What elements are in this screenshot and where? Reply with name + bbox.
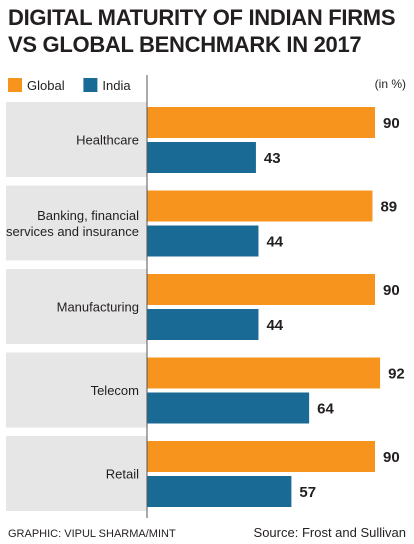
- bar-global-banking-financial-services-and-insurance: [147, 190, 373, 222]
- graphic-credit: GRAPHIC: VIPUL SHARMA/MINT: [8, 528, 176, 540]
- category-label-retail: Retail: [106, 467, 139, 482]
- category-label-telecom: Telecom: [91, 383, 139, 398]
- value-label-global-banking-financial-services-and-insurance: 89: [380, 199, 397, 216]
- legend-swatch-global: [8, 78, 22, 92]
- value-label-global-telecom: 92: [388, 366, 405, 383]
- bar-global-healthcare: [147, 107, 375, 138]
- bar-india-retail: [147, 476, 292, 507]
- bar-global-retail: [147, 441, 375, 472]
- bar-india-telecom: [147, 392, 310, 424]
- legend-label-global: Global: [27, 78, 65, 93]
- category-panel-retail: [6, 436, 147, 511]
- legend: Global India: [8, 78, 131, 93]
- value-label-india-banking-financial-services-and-insurance: 44: [266, 234, 283, 251]
- value-label-global-healthcare: 90: [383, 115, 400, 132]
- legend-label-india: India: [102, 78, 131, 93]
- unit-label: (in %): [375, 77, 406, 91]
- bar-india-manufacturing: [147, 309, 259, 340]
- bars: 90 43 89 44 90 44 92 64 90 57: [147, 107, 405, 507]
- value-label-global-retail: 90: [383, 449, 400, 466]
- chart-title: DIGITAL MATURITY OF INDIAN FIRMS VS GLOB…: [8, 5, 396, 57]
- legend-swatch-india: [83, 78, 98, 92]
- source-note: Source: Frost and Sullivan: [254, 525, 406, 540]
- value-label-india-manufacturing: 44: [266, 317, 283, 334]
- category-panel-manufacturing: [6, 269, 147, 344]
- category-label-banking-financial-services-and-insurance-line-2: services and insurance: [6, 224, 139, 239]
- bar-global-manufacturing: [147, 274, 375, 305]
- category-label-banking-financial-services-and-insurance-line-1: Banking, financial: [37, 208, 139, 223]
- value-label-india-healthcare: 43: [264, 150, 281, 167]
- category-panel-banking-financial-services-and-insurance: [6, 185, 147, 261]
- bar-india-banking-financial-services-and-insurance: [147, 225, 259, 257]
- value-label-india-telecom: 64: [317, 401, 334, 418]
- category-panel-healthcare: [6, 102, 147, 177]
- category-label-healthcare: Healthcare: [76, 133, 139, 148]
- value-label-india-retail: 57: [299, 484, 316, 501]
- bar-india-healthcare: [147, 142, 256, 173]
- category-label-manufacturing: Manufacturing: [57, 300, 139, 315]
- bar-global-telecom: [147, 357, 381, 389]
- value-label-global-manufacturing: 90: [383, 282, 400, 299]
- category-panel-telecom: [6, 352, 147, 428]
